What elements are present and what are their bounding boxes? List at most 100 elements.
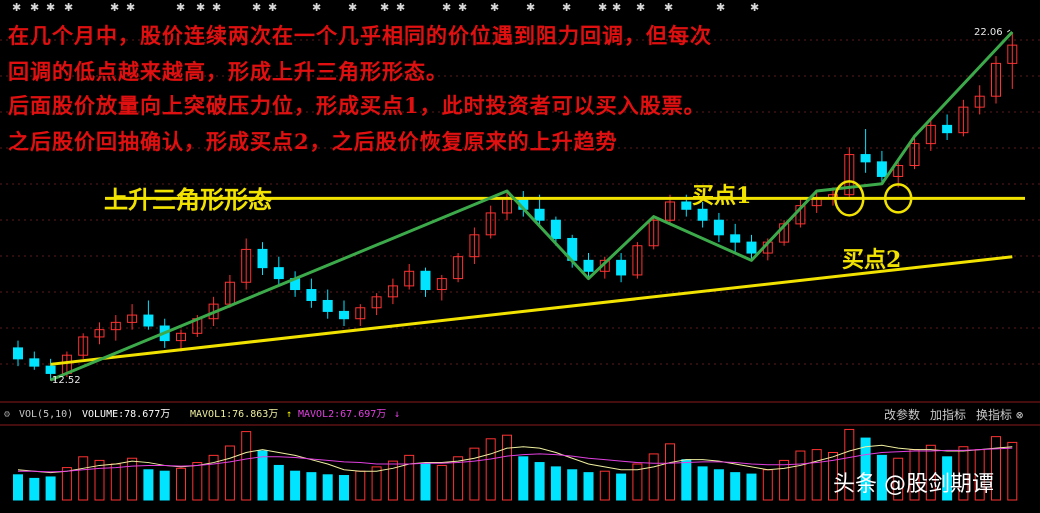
candle-body (224, 281, 235, 305)
candle-body (404, 270, 415, 287)
mavol1-value: MAVOL1:76.863万 (190, 409, 279, 420)
settings-icon[interactable]: ⚙ (4, 409, 11, 420)
buy-point-1-label: 买点1 (692, 183, 752, 209)
volume-panel (13, 428, 1018, 501)
candle-body (974, 95, 985, 108)
close-icon[interactable]: ⊗ (1016, 408, 1024, 422)
buy-point-2-label: 买点2 (842, 247, 902, 273)
candle-body (632, 245, 643, 276)
star-marker: ✱ (252, 1, 261, 14)
volume-bar (1007, 441, 1018, 501)
top-star-markers: ✱ ✱ ✱ ✱ ✱ ✱ ✱ ✱ ✱ ✱ ✱ ✱ ✱ ✱ ✱ ✱ ✱ ✱ ✱ ✱ ✱ ✱ ✱ ✱ ✱ ✱ (12, 1, 759, 14)
candle-body (355, 307, 366, 320)
star-marker: ✱ (64, 1, 73, 14)
mavol2-down-arrow-icon: ↓ (394, 409, 401, 420)
candle-body (453, 256, 464, 280)
volume-bar (110, 463, 121, 501)
volume-bar (94, 459, 105, 501)
volume-bar (762, 469, 773, 501)
volume-value: VOLUME:78.677万 (82, 409, 171, 420)
star-marker: ✱ (598, 1, 607, 14)
volume-bar (779, 459, 790, 501)
volume-bar (78, 456, 89, 501)
candle-body (127, 314, 138, 323)
candle-body (746, 241, 757, 254)
pattern-lines (50, 30, 1025, 382)
candle-body (844, 154, 855, 196)
volume-bar (387, 460, 398, 501)
star-marker: ✱ (12, 1, 21, 14)
candle-body (436, 278, 447, 291)
candle-body (876, 161, 887, 177)
volume-bar (436, 464, 447, 501)
volume-bar (893, 457, 904, 501)
trend-path (50, 30, 1014, 382)
star-marker: ✱ (442, 1, 451, 14)
volume-bar (127, 457, 138, 501)
star-marker: ✱ (562, 1, 571, 14)
mavol2-line (18, 447, 1013, 473)
star-marker: ✱ (196, 1, 205, 14)
star-marker: ✱ (46, 1, 55, 14)
volume-bar (306, 472, 317, 501)
candle-body (45, 365, 56, 374)
volume-bar (420, 463, 431, 501)
high-price-label: 22.06 (974, 27, 1003, 38)
candle-body (860, 154, 871, 163)
candle-body (1007, 44, 1018, 64)
switch-indicator-button[interactable]: 换指标 (976, 408, 1013, 422)
candle-body (143, 314, 154, 327)
candle-body (485, 212, 496, 236)
candlestick-series (13, 29, 1018, 381)
volume-bar (958, 446, 969, 501)
volume-bar (208, 454, 219, 501)
volume-bar (273, 464, 284, 501)
star-marker: ✱ (458, 1, 467, 14)
candle-body (176, 332, 186, 342)
high-arrow (1007, 29, 1011, 33)
volume-bar (567, 469, 578, 501)
volume-bar (485, 438, 496, 501)
volume-indicator-bar: ⚙ VOL(5,10) VOLUME:78.677万 MAVOL1:76.863… (0, 405, 1040, 425)
candle-body (909, 143, 920, 167)
add-indicator-button[interactable]: 加指标 (930, 408, 967, 422)
candle-body (893, 165, 904, 177)
star-marker: ✱ (612, 1, 621, 14)
candle-body (420, 270, 431, 291)
pattern-label: 上升三角形形态 (104, 185, 272, 214)
candle-body (273, 267, 284, 280)
candle-body (257, 248, 268, 269)
candle-body (550, 219, 561, 239)
volume-bar (746, 473, 757, 501)
candle-body (681, 201, 692, 210)
volume-bar (159, 470, 170, 501)
volume-bar (795, 450, 806, 501)
star-marker: ✱ (636, 1, 645, 14)
volume-bar (583, 472, 594, 501)
modify-params-button[interactable]: 改参数 (884, 408, 921, 422)
volume-bar (371, 466, 382, 501)
volume-bar (355, 470, 366, 501)
buy-point-circle (883, 183, 913, 214)
candle-body (29, 358, 40, 367)
volume-bar (876, 454, 887, 501)
candle-body (925, 124, 936, 145)
volume-bar (550, 466, 561, 501)
candle-body (94, 329, 105, 338)
volume-bar (29, 477, 40, 501)
star-marker: ✱ (176, 1, 185, 14)
candle-body (371, 296, 382, 309)
candle-body (958, 106, 969, 134)
mavol1-line (17, 444, 1013, 474)
mavol2-value: MAVOL2:67.697万 (298, 409, 387, 420)
annotation-line-4: 之后股价回抽确认，形成买点2，之后股价恢复原来的上升趋势 (8, 129, 618, 154)
star-marker: ✱ (30, 1, 39, 14)
candle-body (339, 310, 349, 320)
candle-body (322, 299, 333, 312)
star-marker: ✱ (380, 1, 389, 14)
volume-bar (404, 454, 415, 501)
volume-bar (665, 443, 675, 501)
star-marker: ✱ (312, 1, 321, 14)
indicator-name[interactable]: VOL(5,10) (19, 409, 74, 420)
